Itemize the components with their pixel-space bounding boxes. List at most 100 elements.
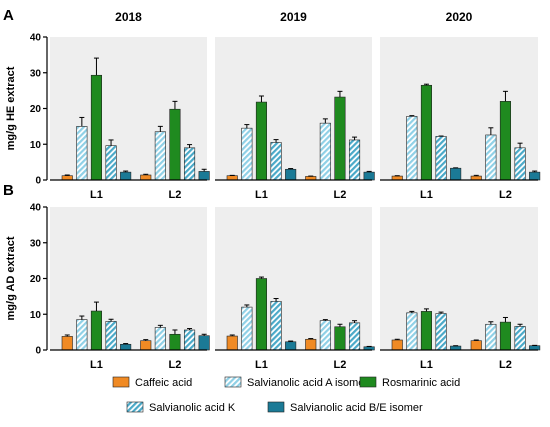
group-label-l2: L2 [169,189,182,201]
legend-label: Caffeic acid [135,377,192,389]
bar-rosmarinic-l2 [499,101,512,181]
facet-1: 2018 L1 L2 [50,10,210,201]
bar-salvK-l1 [105,321,117,351]
bar-caffeic-l2 [140,174,152,181]
bar-salvBE-l2 [529,345,541,351]
bar-rosmarinic-l1 [90,310,102,351]
bar-salvK-l1 [435,136,447,181]
group-label-l2: L2 [334,189,347,201]
bar-salvA-l1 [406,116,418,181]
y-axis-title: mg/g HE extract [5,66,17,150]
facet-background [215,37,372,180]
group-label-l1: L1 [420,359,433,371]
legend-swatch [126,401,144,413]
bar-caffeic-l1 [226,175,238,181]
y-tick-label: 10 [30,310,42,321]
legend-swatch [267,401,285,413]
facet-2: 2019 L1 L2 [215,10,375,201]
bar-salvK-l1 [435,313,447,351]
bar-rosmarinic-l1 [420,84,433,181]
bar-rosmarinic-l1 [255,101,268,181]
legend-swatch [112,376,130,388]
facet-3: 2020 L1 L2 [380,10,541,201]
facet-3: L1 L2 [380,207,541,371]
bar-caffeic-l2 [470,340,482,351]
legend-item-salvBE: Salvianolic acid B/E isomer [267,401,423,414]
y-tick-label: 20 [30,104,42,115]
bar-salvBE-l2 [529,171,541,181]
group-label-l2: L2 [499,359,512,371]
y-tick-label: 0 [35,346,41,357]
bar-salvA-l2 [485,134,497,181]
bar-salvBE-l1 [120,343,132,351]
bar-salvK-l2 [348,139,361,181]
bar-salvA-l1 [76,126,88,181]
facet-year-label: 2018 [115,10,142,24]
y-tick-label: 0 [35,176,41,187]
legend-item-salvA: Salvianolic acid A isomer [224,376,368,389]
legend-label: Salvianolic acid B/E isomer [290,402,423,414]
bar-salvA-l1 [241,127,253,181]
bar-salvBE-l1 [285,341,297,351]
bar-rosmarinic-l2 [169,108,181,181]
bar-salvA-l2 [319,122,331,181]
panel-letter: B [3,182,14,199]
legend: Caffeic acid Salvianolic acid A isomer Ros… [112,376,460,414]
legend-swatch [224,376,242,388]
group-label-l2: L2 [169,359,182,371]
facet-background [50,207,207,350]
bar-caffeic-l1 [61,175,73,181]
facet-background [380,37,538,180]
group-label-l1: L1 [255,359,268,371]
bar-caffeic-l1 [226,335,238,351]
bar-rosmarinic-l1 [255,278,268,351]
bar-rosmarinic-l2 [334,326,346,351]
bar-rosmarinic-l2 [334,96,346,181]
legend-label: Salvianolic acid A isomer [247,377,368,389]
group-label-l2: L2 [499,189,512,201]
panel-a: Amg/g HE extract 2018 L1 L2 2019 L1 L2 2020 L1 L2… [3,7,541,201]
bar-salvA-l1 [241,306,253,351]
bar-rosmarinic-l2 [169,333,181,351]
facet-background [380,207,538,350]
bar-salvBE-l1 [120,171,132,181]
facet-background [50,37,207,180]
legend-item-salvK: Salvianolic acid K [126,401,236,414]
group-label-l1: L1 [420,189,433,201]
bar-salvBE-l2 [198,335,210,351]
facet-year-label: 2019 [280,10,307,24]
bar-salvK-l2 [514,326,526,351]
y-tick-label: 40 [30,33,42,44]
bar-rosmarinic-l2 [499,321,512,351]
y-tick-label: 40 [30,203,42,214]
bar-salvK-l2 [184,329,196,351]
bar-salvK-l1 [270,301,282,351]
y-axis-title: mg/g AD extract [5,236,17,320]
y-tick-label: 30 [30,238,42,249]
legend-label: Salvianolic acid K [149,402,236,414]
legend-item-rosmarinic: Rosmarinic acid [359,376,460,389]
y-tick-label: 30 [30,68,42,79]
group-label-l1: L1 [255,189,268,201]
facet-2: L1 L2 [215,207,375,371]
y-tick-label: 20 [30,274,42,285]
legend-item-caffeic: Caffeic acid [112,376,192,389]
bar-rosmarinic-l1 [90,74,102,181]
bar-salvK-l2 [348,322,361,351]
bar-salvK-l1 [270,142,282,181]
bar-caffeic-l2 [140,340,152,351]
bar-salvBE-l1 [285,168,297,181]
bar-salvK-l2 [184,147,196,181]
group-label-l1: L1 [90,189,103,201]
bar-salvBE-l2 [363,171,375,181]
group-label-l1: L1 [90,359,103,371]
bar-salvA-l2 [485,323,497,351]
bar-salvA-l2 [319,320,331,351]
bar-salvA-l1 [406,312,418,351]
panel-letter: A [3,7,14,24]
bar-salvA-l1 [76,319,88,351]
panel-b: Bmg/g AD extract L1 L2 L1 L2 L1 L2 0 10 20 30 40 [3,182,541,371]
bar-salvK-l2 [514,147,526,181]
facet-1: L1 L2 [50,207,210,371]
